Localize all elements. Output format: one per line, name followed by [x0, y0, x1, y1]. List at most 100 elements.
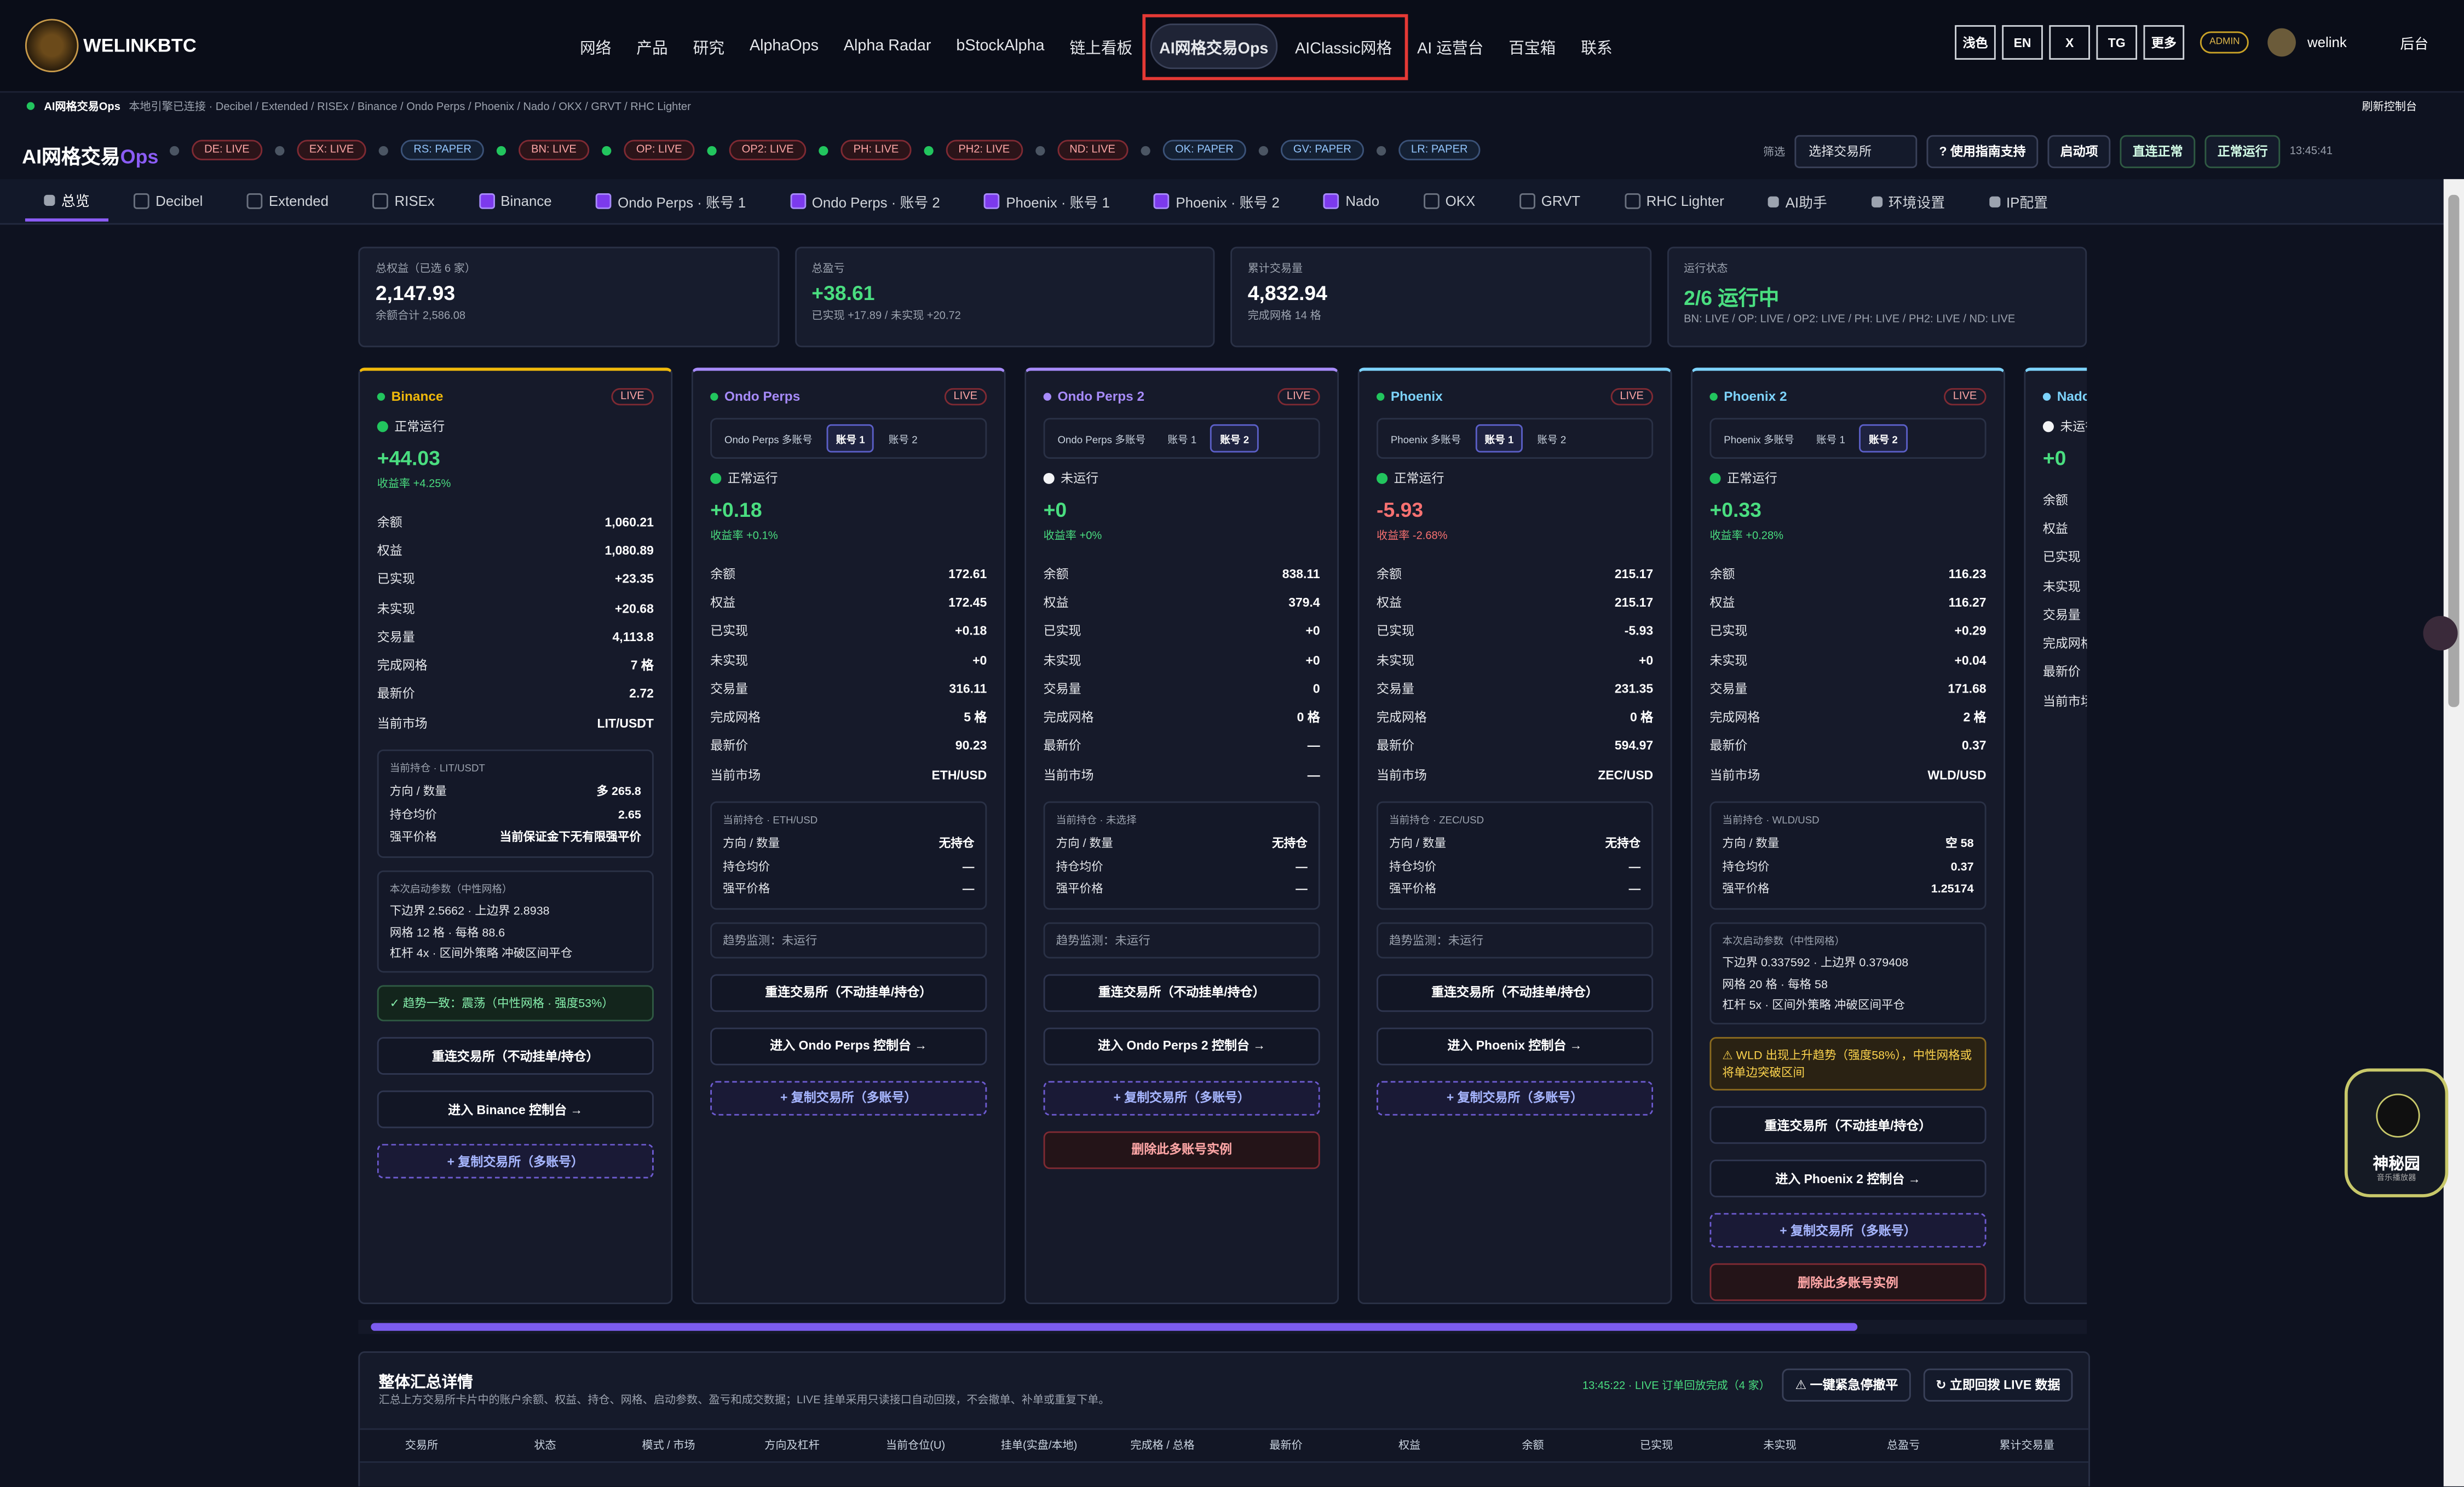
- nav-item[interactable]: AI 运营台: [1417, 40, 1484, 57]
- table-header-cell[interactable]: 最新价: [1269, 1440, 1303, 1452]
- header-button[interactable]: 更多: [2143, 25, 2185, 60]
- tab-checkbox[interactable]: [790, 193, 806, 209]
- table-header-cell[interactable]: 模式 / 市场: [642, 1440, 695, 1452]
- account-tab[interactable]: 账号 1: [826, 424, 874, 453]
- refresh-link[interactable]: 刷新控制台: [2362, 102, 2417, 113]
- tab[interactable]: OKX: [1404, 186, 1494, 217]
- card-button[interactable]: + 复制交易所（多账号）: [1377, 1081, 1654, 1116]
- tab-label: Extended: [268, 193, 329, 209]
- card-button[interactable]: 进入 Binance 控制台 →: [377, 1091, 654, 1129]
- card-button[interactable]: 重连交易所（不动挂单/持仓）: [377, 1038, 654, 1076]
- tab-checkbox[interactable]: [133, 193, 149, 209]
- account-tab[interactable]: 账号 2: [1859, 424, 1908, 453]
- card-button[interactable]: 删除此多账号实例: [1043, 1131, 1320, 1169]
- table-header-cell[interactable]: 余额: [1522, 1440, 1544, 1452]
- tab-checkbox[interactable]: [479, 193, 494, 209]
- card-button[interactable]: 重连交易所（不动挂单/持仓）: [1709, 1106, 1987, 1145]
- tab-checkbox[interactable]: [1423, 193, 1440, 209]
- logo[interactable]: [25, 19, 79, 73]
- account-tab[interactable]: 账号 2: [888, 435, 918, 447]
- nav-item[interactable]: AIClassic网格: [1295, 40, 1392, 57]
- card-button[interactable]: 进入 Phoenix 2 控制台 →: [1709, 1160, 1987, 1198]
- card-button[interactable]: + 复制交易所（多账号）: [710, 1081, 987, 1116]
- tab-checkbox[interactable]: [1519, 193, 1535, 209]
- tab[interactable]: 环境设置: [1852, 183, 1964, 219]
- table-header-cell[interactable]: 挂单(实盘/本地): [1000, 1440, 1078, 1452]
- account-tab[interactable]: 账号 2: [1211, 424, 1259, 453]
- page-scroll-thumb[interactable]: [2448, 194, 2460, 707]
- table-header-cell[interactable]: 权益: [1398, 1440, 1421, 1452]
- tab-checkbox[interactable]: [596, 193, 612, 209]
- table-header-cell[interactable]: 完成格 / 总格: [1130, 1440, 1195, 1452]
- tab[interactable]: Phoenix · 账号 2: [1135, 183, 1299, 219]
- avatar[interactable]: [2268, 28, 2296, 57]
- account-tab[interactable]: 账号 1: [1816, 435, 1845, 447]
- tab[interactable]: Binance: [460, 186, 571, 217]
- tab[interactable]: Phoenix · 账号 1: [965, 183, 1129, 219]
- card-button[interactable]: + 复制交易所（多账号）: [377, 1144, 654, 1179]
- scroll-thumb[interactable]: [371, 1323, 1858, 1331]
- header-button[interactable]: 浅色: [1955, 25, 1996, 60]
- card-button[interactable]: + 复制交易所（多账号）: [1709, 1213, 1987, 1248]
- header-button[interactable]: X: [2049, 25, 2090, 60]
- account-tab[interactable]: 账号 1: [1167, 435, 1197, 447]
- side-icon[interactable]: [2423, 616, 2458, 651]
- card-button[interactable]: 进入 Phoenix 控制台 →: [1377, 1027, 1654, 1065]
- tab-checkbox[interactable]: [984, 193, 1000, 209]
- nav-item[interactable]: 链上看板: [1069, 40, 1133, 57]
- tab-checkbox[interactable]: [1323, 193, 1339, 209]
- emergency-button[interactable]: ⚠ 一键紧急停撤平: [1782, 1368, 1911, 1402]
- tab[interactable]: 总览: [25, 181, 109, 221]
- card-button[interactable]: 删除此多账号实例: [1709, 1264, 1987, 1302]
- nav-item[interactable]: 网络: [579, 40, 612, 57]
- account-tab[interactable]: 账号 2: [1537, 435, 1567, 447]
- music-widget[interactable]: 神秘园 音乐播放器: [2344, 1068, 2449, 1197]
- header-button[interactable]: EN: [2002, 25, 2043, 60]
- table-header-cell[interactable]: 方向及杠杆: [764, 1440, 820, 1452]
- card-button[interactable]: 进入 Ondo Perps 控制台 →: [710, 1027, 987, 1065]
- nav-item[interactable]: 产品: [636, 40, 668, 57]
- tab[interactable]: AI助手: [1749, 183, 1846, 219]
- user-name[interactable]: welink: [2307, 34, 2347, 50]
- card-button[interactable]: + 复制交易所（多账号）: [1043, 1081, 1320, 1116]
- table-header-cell[interactable]: 当前仓位(U): [885, 1440, 946, 1452]
- tab[interactable]: Ondo Perps · 账号 2: [771, 183, 959, 219]
- guide-button[interactable]: ? 使用指南支持: [1926, 135, 2039, 169]
- table-header-cell[interactable]: 总盈亏: [1886, 1440, 1920, 1452]
- card-button[interactable]: 重连交易所（不动挂单/持仓）: [1043, 973, 1320, 1012]
- tab[interactable]: GRVT: [1500, 186, 1599, 217]
- nav-item[interactable]: 联系: [1581, 40, 1613, 57]
- nav-item[interactable]: 研究: [693, 40, 725, 57]
- reload-button[interactable]: ↻ 立即回拨 LIVE 数据: [1923, 1368, 2073, 1402]
- table-header-cell[interactable]: 状态: [534, 1440, 556, 1452]
- backend-link[interactable]: 后台: [2400, 35, 2429, 51]
- card-button[interactable]: 进入 Ondo Perps 2 控制台 →: [1043, 1027, 1320, 1065]
- tab-checkbox[interactable]: [372, 193, 389, 209]
- nav-item[interactable]: 百宝箱: [1509, 40, 1556, 57]
- startup-button[interactable]: 启动项: [2047, 135, 2111, 169]
- tab[interactable]: RHC Lighter: [1605, 186, 1743, 217]
- tab[interactable]: IP配置: [1970, 183, 2067, 219]
- tab-checkbox[interactable]: [1154, 193, 1170, 209]
- table-header-cell[interactable]: 累计交易量: [1999, 1440, 2054, 1452]
- nav-item[interactable]: AlphaOps: [749, 37, 819, 55]
- exchange-select[interactable]: 选择交易所: [1794, 135, 1918, 169]
- nav-item[interactable]: bStockAlpha: [956, 37, 1045, 55]
- tab-checkbox[interactable]: [1624, 193, 1640, 209]
- tab[interactable]: RISEx: [354, 186, 453, 217]
- tab[interactable]: Nado: [1305, 186, 1398, 217]
- tab[interactable]: Ondo Perps · 账号 1: [577, 183, 765, 219]
- nav-item[interactable]: AI网格交易Ops: [1149, 22, 1278, 68]
- card-button[interactable]: 重连交易所（不动挂单/持仓）: [1377, 973, 1654, 1012]
- header-button[interactable]: TG: [2096, 25, 2138, 60]
- account-tab[interactable]: 账号 1: [1475, 424, 1523, 453]
- brand[interactable]: WELINKBTC: [83, 34, 197, 57]
- table-header-cell[interactable]: 未实现: [1763, 1440, 1797, 1452]
- tab-checkbox[interactable]: [246, 193, 263, 209]
- nav-item[interactable]: Alpha Radar: [843, 37, 931, 55]
- table-header-cell[interactable]: 交易所: [405, 1440, 439, 1452]
- tab[interactable]: Decibel: [115, 186, 222, 217]
- table-header-cell[interactable]: 已实现: [1639, 1440, 1673, 1452]
- tab[interactable]: Extended: [228, 186, 347, 217]
- card-button[interactable]: 重连交易所（不动挂单/持仓）: [710, 973, 987, 1012]
